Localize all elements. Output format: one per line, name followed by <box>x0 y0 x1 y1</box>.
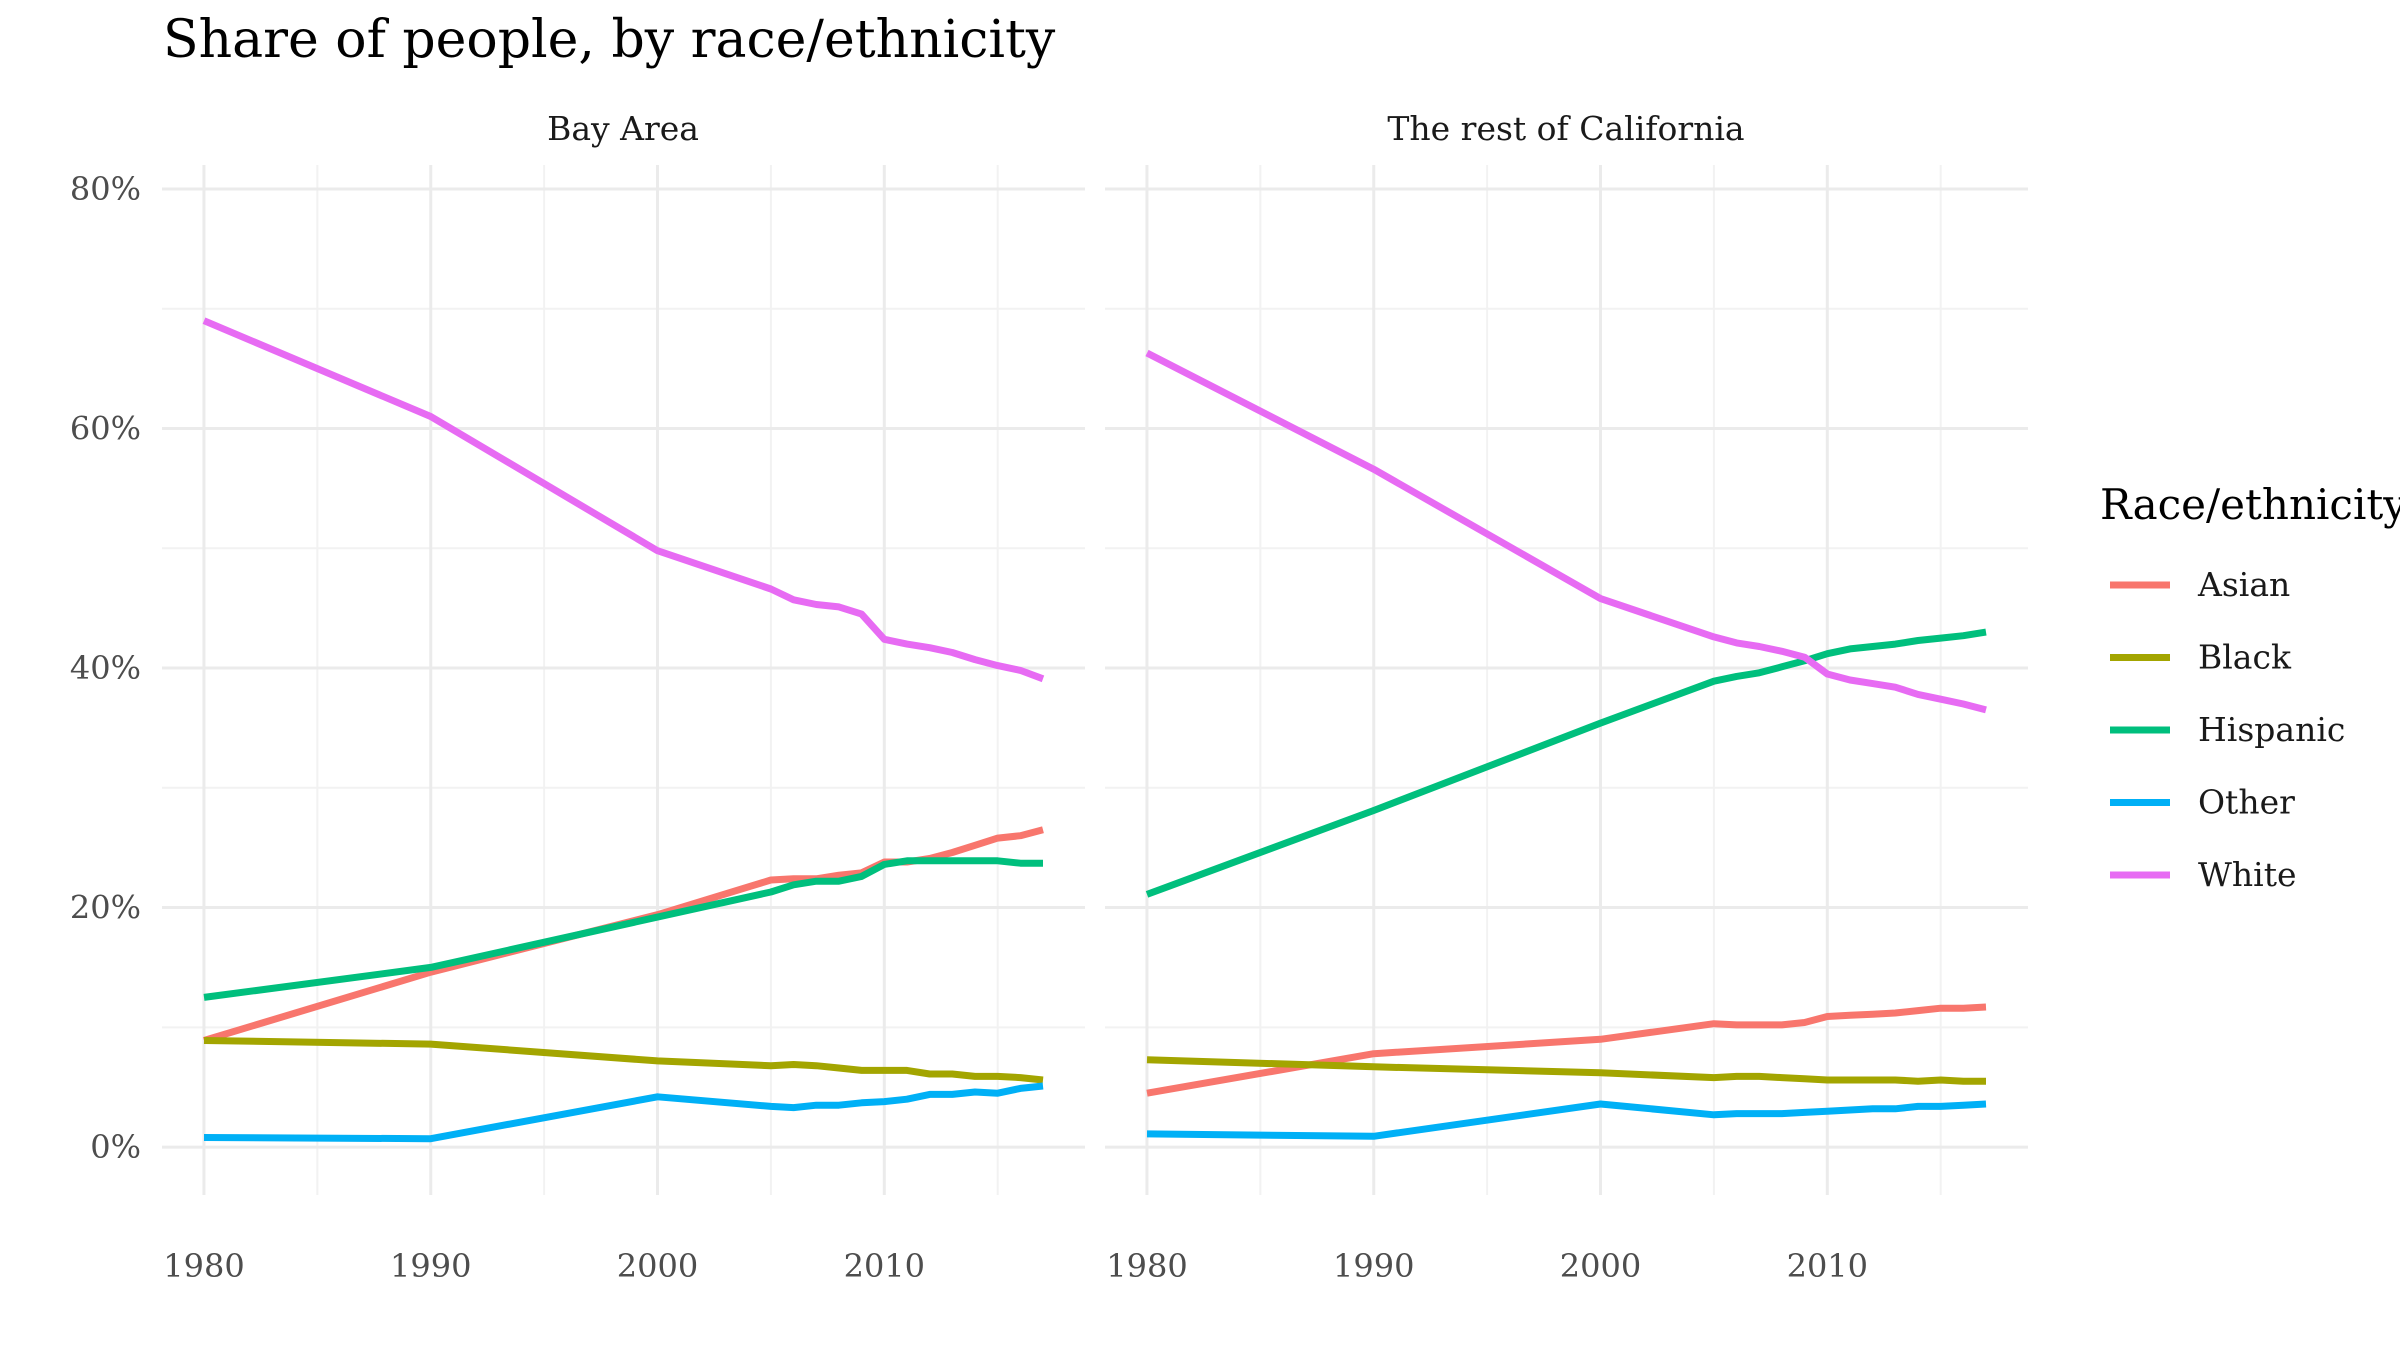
x-tick-label: 2010 <box>844 1247 925 1285</box>
legend: Race/ethnicity Asian Black Hispanic Other Wh… <box>2100 480 2400 894</box>
legend-item-asian: Asian <box>2110 565 2290 604</box>
x-tick-label: 1990 <box>390 1247 471 1285</box>
legend-item-other: Other <box>2110 783 2295 822</box>
x-tick-label: 2010 <box>1787 1247 1868 1285</box>
x-tick-label: 2000 <box>617 1247 698 1285</box>
y-axis-ticks: 0% 20% 40% 60% 80% <box>70 170 141 1166</box>
facet-strip-label: The rest of California <box>1387 109 1744 148</box>
y-tick-label: 80% <box>70 170 141 208</box>
series-line-white <box>202 317 1045 683</box>
y-tick-label: 0% <box>90 1128 141 1166</box>
y-tick-label: 40% <box>70 649 141 687</box>
y-tick-label: 60% <box>70 409 141 447</box>
series-line-other <box>1146 1100 1987 1140</box>
series-line-hispanic <box>203 857 1043 1001</box>
facet-panel-bay-area: Bay Area 1980 1990 2000 2010 <box>162 109 1085 1285</box>
y-tick-label: 20% <box>70 889 141 927</box>
series-line-asian <box>1146 1003 1987 1097</box>
gridlines <box>162 165 1085 1195</box>
legend-label: Black <box>2198 638 2292 677</box>
x-tick-label: 1990 <box>1333 1247 1414 1285</box>
series-lines <box>202 317 1045 1143</box>
series-line-black <box>203 1037 1044 1084</box>
series-lines <box>1145 349 1987 1140</box>
series-line-other <box>203 1082 1044 1143</box>
legend-item-white: White <box>2110 855 2297 894</box>
series-line-hispanic <box>1145 628 1987 898</box>
x-tick-label: 1980 <box>1106 1247 1187 1285</box>
series-line-black <box>1146 1056 1986 1085</box>
facet-strip-label: Bay Area <box>547 109 699 148</box>
facet-panel-rest-of-california: The rest of California 1980 1990 2000 2010 <box>1105 109 2028 1285</box>
legend-item-hispanic: Hispanic <box>2110 710 2345 749</box>
legend-label: Asian <box>2197 565 2290 604</box>
x-axis-ticks: 1980 1990 2000 2010 <box>1106 1247 1868 1285</box>
chart-title: Share of people, by race/ethnicity <box>163 10 1056 70</box>
x-axis-ticks: 1980 1990 2000 2010 <box>163 1247 925 1285</box>
legend-label: Other <box>2198 783 2295 822</box>
series-line-white <box>1145 349 1987 714</box>
legend-label: White <box>2198 855 2297 894</box>
x-tick-label: 1980 <box>163 1247 244 1285</box>
legend-item-black: Black <box>2110 638 2292 677</box>
legend-label: Hispanic <box>2198 710 2345 749</box>
gridlines <box>1105 165 2028 1195</box>
legend-title: Race/ethnicity <box>2100 480 2400 529</box>
x-tick-label: 2000 <box>1560 1247 1641 1285</box>
